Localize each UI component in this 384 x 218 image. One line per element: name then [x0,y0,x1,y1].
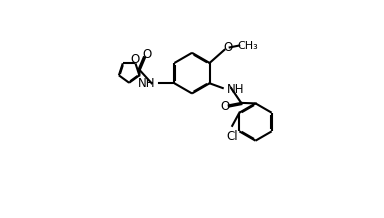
Text: O: O [131,53,140,66]
Text: O: O [223,41,232,54]
Text: O: O [142,48,152,61]
Text: Cl: Cl [227,130,238,143]
Text: NH: NH [227,83,245,96]
Text: CH₃: CH₃ [237,41,258,51]
Text: NH: NH [138,77,155,90]
Text: O: O [220,100,230,113]
